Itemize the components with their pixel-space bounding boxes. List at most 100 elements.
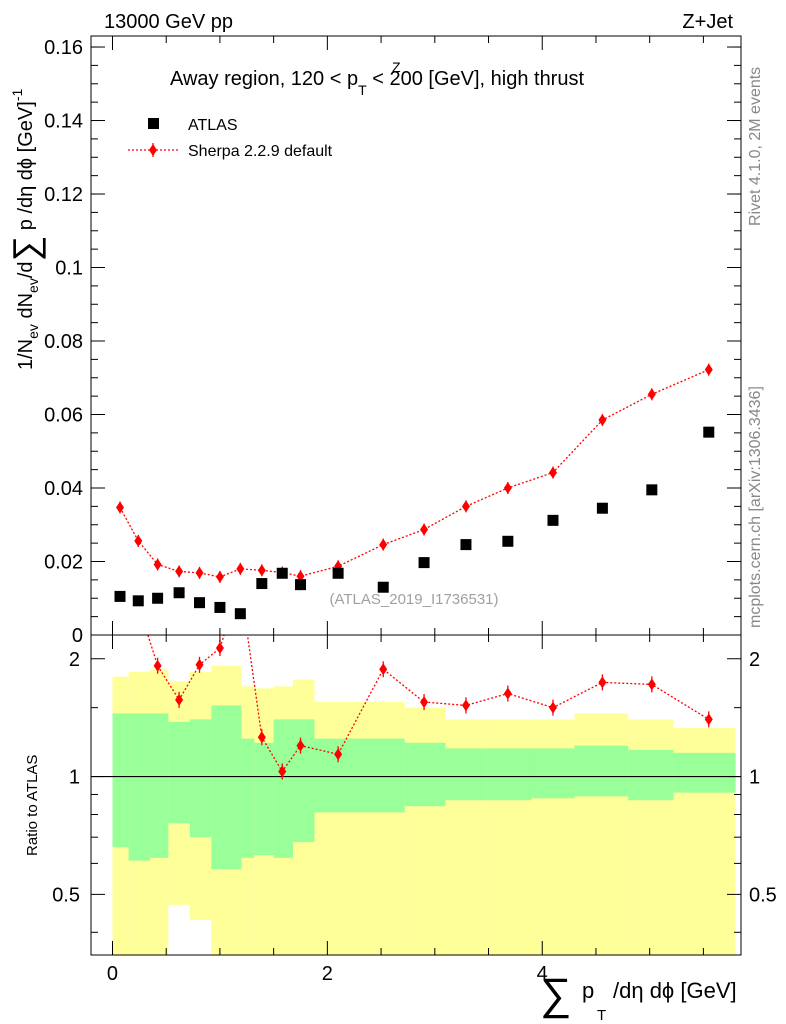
sherpa-ratio-point: [175, 693, 184, 706]
main-y-tick-label: 0.02: [44, 552, 83, 574]
sherpa-ratio-point: [334, 748, 343, 761]
sherpa-main-point: [175, 565, 184, 578]
main-y-axis-label: 1/Nev dNev/d∑ p /dη dϕ [GeV]-1: [5, 89, 46, 370]
xlabel-p: p: [582, 978, 594, 1003]
ratio-inner-band-bin: [673, 752, 736, 793]
ratio-inner-band-bin: [254, 742, 274, 856]
ratio-inner-band-bin: [292, 719, 315, 843]
ratio-plot-frame: [90, 634, 742, 956]
xlabel-tail: /dη dϕ [GeV]: [613, 978, 737, 1003]
ratio-inner-band-bin: [628, 749, 674, 801]
ratio-inner-band-bin: [241, 738, 255, 858]
sherpa-ratio-point: [153, 659, 162, 672]
x-tick-label: 2: [322, 963, 333, 985]
atlas-main-point: [646, 484, 658, 496]
ratio-inner-band-bin: [211, 705, 242, 870]
main-y-tick-label: 0.12: [44, 184, 83, 206]
xlabel-sum: ∑: [540, 970, 571, 1019]
ylabel-after: p: [15, 219, 37, 236]
legend-label-sherpa: Sherpa 2.2.9 default: [188, 143, 333, 160]
legend-label-atlas: ATLAS: [188, 117, 238, 134]
sherpa-main-point: [195, 566, 204, 579]
atlas-main-point: [460, 539, 472, 551]
sherpa-main-point: [153, 558, 162, 571]
main-y-tick-label: 0.04: [44, 478, 83, 500]
sherpa-ratio-point: [257, 731, 266, 744]
ratio-inner-band-bin: [486, 748, 532, 801]
ratio-inner-band-bin: [404, 742, 446, 807]
x-tick-label: 4: [537, 963, 548, 985]
mcplots-label: mcplots.cern.ch [arXiv:1306.3436]: [747, 386, 764, 628]
legend-marker-sherpa: [149, 144, 157, 156]
atlas-main-point: [377, 581, 389, 593]
ylabel-exp: -1: [9, 89, 25, 102]
analysis-watermark: (ATLAS_2019_I1736531): [329, 591, 498, 608]
sherpa-ratio-point: [116, 568, 124, 580]
ratio-inner-band-bin: [128, 713, 151, 861]
atlas-main-point: [132, 595, 144, 607]
sherpa-ratio-point: [704, 713, 713, 726]
main-y-tick-label: 0.06: [44, 405, 83, 427]
sherpa-main-point: [704, 363, 713, 376]
atlas-main-point: [703, 426, 715, 438]
process-label: Z+Jet: [682, 11, 733, 33]
sherpa-main-line: [119, 369, 710, 578]
atlas-main-point: [547, 514, 559, 526]
sherpa-ratio-point: [215, 642, 224, 655]
main-y-tick-label: 0.16: [44, 37, 83, 59]
atlas-main-point: [295, 579, 307, 591]
sherpa-ratio-point: [503, 687, 512, 700]
legend-marker-atlas: [148, 118, 159, 129]
sherpa-ratio-point: [461, 699, 470, 712]
ratio-y-tick-label-right: 2: [749, 649, 760, 671]
ratio-plot-panel: 0.5 0.51 12 20 2 4 Ratio to ATLAS ∑ p T /dη d…: [24, 568, 777, 1024]
main-y-tick-label: 0: [72, 625, 83, 647]
sherpa-main-point: [598, 414, 607, 427]
sherpa-ratio-point: [420, 696, 429, 709]
ratio-y-axis-label: Ratio to ATLAS: [24, 755, 41, 856]
title-sub: T: [358, 82, 367, 98]
ratio-y-tick-label-right: 1: [749, 767, 760, 789]
main-y-tick-label: 0.1: [55, 258, 83, 280]
main-y-tick-label: 0.14: [44, 111, 83, 133]
sherpa-ratio-point: [278, 765, 287, 778]
sherpa-main-point: [236, 562, 245, 575]
sherpa-main-point: [215, 570, 224, 583]
ratio-inner-band-bin: [574, 745, 629, 797]
atlas-main-point: [276, 567, 288, 579]
sherpa-ratio-point: [548, 701, 557, 714]
rivet-label: Rivet 4.1.0, 2M events: [747, 67, 764, 226]
sherpa-main-point: [134, 534, 143, 547]
ylabel-sum: ∑: [5, 236, 46, 262]
sherpa-ratio-point: [296, 739, 305, 752]
ylabel-tail: /d: [15, 261, 37, 278]
sherpa-main-point: [503, 482, 512, 495]
main-y-tick-label: 0.08: [44, 331, 83, 353]
ratio-inner-band-bin: [273, 719, 293, 858]
atlas-main-point: [256, 578, 268, 590]
sherpa-ratio-point: [598, 676, 607, 689]
atlas-main-point: [234, 608, 246, 620]
ratio-y-tick-label: 2: [69, 649, 80, 671]
sherpa-main-point: [257, 564, 266, 577]
x-tick-label: 0: [107, 963, 118, 985]
ylabel-part1: 1/N: [15, 339, 37, 370]
atlas-main-point: [502, 535, 514, 547]
ratio-y-tick-label: 0.5: [52, 884, 80, 906]
atlas-main-point: [332, 567, 344, 579]
svg-text:1/Nev dNev/d∑ p /dη dϕ [GeV]-: 1/Nev dNev/d∑ p /dη dϕ [GeV]-1: [5, 89, 46, 370]
energy-label: 13000 GeV pp: [104, 11, 233, 33]
ylabel-end: /dη dϕ [GeV]: [15, 101, 37, 219]
x-axis-label: ∑ p T /dη dϕ [GeV]: [540, 970, 737, 1024]
ratio-inner-band-bin: [150, 713, 169, 858]
atlas-main-point: [194, 597, 206, 609]
sherpa-main-point: [379, 538, 388, 551]
sherpa-main-point: [116, 501, 125, 514]
ratio-y-tick-label-right: 0.5: [749, 884, 777, 906]
sherpa-main-point: [420, 523, 429, 536]
ratio-inner-band-bin: [189, 719, 212, 838]
ratio-inner-band-bin: [168, 721, 190, 824]
xlabel-sub: T: [597, 1007, 606, 1024]
atlas-main-point: [114, 590, 126, 602]
